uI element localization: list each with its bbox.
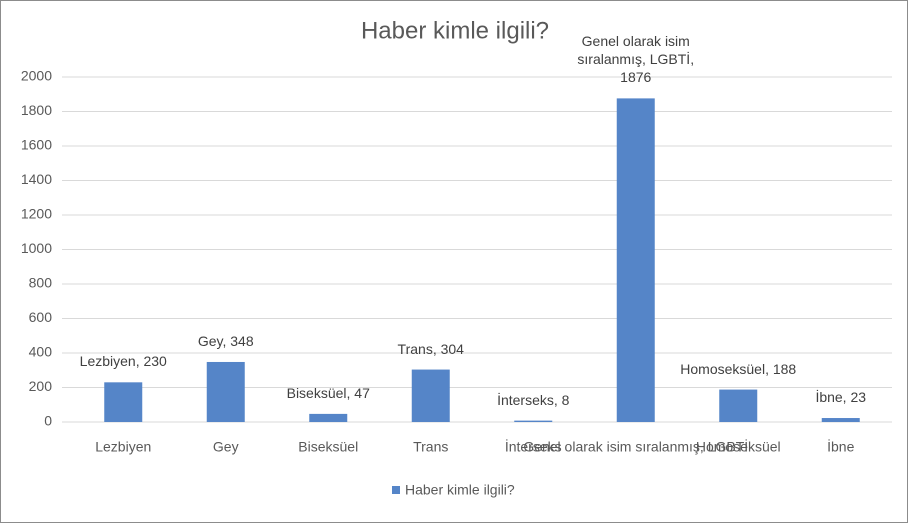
bar — [514, 420, 553, 422]
x-tick-label: Trans — [413, 439, 448, 455]
chart-title: Haber kimle ilgili? — [361, 17, 549, 44]
x-tick-label: İnterseks — [505, 438, 562, 455]
y-tick-label: 2000 — [21, 68, 52, 84]
legend-label: Haber kimle ilgili? — [405, 482, 515, 498]
legend-swatch — [392, 486, 400, 494]
y-tick-label: 1200 — [21, 206, 52, 222]
x-tick-label: Homoseksüel — [696, 439, 781, 455]
data-label: Biseksüel, 47 — [286, 384, 370, 401]
bar — [719, 389, 758, 422]
bar — [104, 382, 143, 422]
y-tick-label: 400 — [29, 344, 53, 360]
y-tick-label: 0 — [44, 413, 52, 429]
y-tick-label: 800 — [29, 275, 53, 291]
data-label: İbne, 23 — [815, 389, 867, 406]
data-label: Trans, 304 — [397, 340, 464, 357]
y-tick-label: 1400 — [21, 171, 52, 187]
bar — [411, 369, 450, 422]
y-tick-label: 1800 — [21, 102, 52, 118]
x-tick-label: Genel olarak isim sıralanmış, LGBTİ — [523, 438, 748, 455]
data-label: Gey, 348 — [197, 332, 254, 349]
y-tick-label: 1000 — [21, 240, 52, 256]
bar — [616, 98, 655, 422]
bar — [821, 418, 860, 422]
data-label: Lezbiyen, 230 — [79, 353, 167, 370]
data-label: İnterseks, 8 — [497, 391, 570, 408]
bar — [309, 413, 348, 422]
x-tick-label: İbne — [827, 438, 854, 455]
y-tick-label: 200 — [29, 378, 53, 394]
x-tick-label: Biseksüel — [298, 439, 358, 455]
data-label: Genel olarak isim sıralanmış, LGBTİ, 187… — [577, 33, 695, 86]
y-tick-label: 600 — [29, 309, 53, 325]
y-tick-label: 1600 — [21, 137, 52, 153]
x-tick-label: Lezbiyen — [95, 439, 151, 455]
bar — [206, 361, 245, 422]
x-tick-label: Gey — [213, 439, 239, 455]
data-label: Homoseksüel, 188 — [680, 360, 797, 377]
